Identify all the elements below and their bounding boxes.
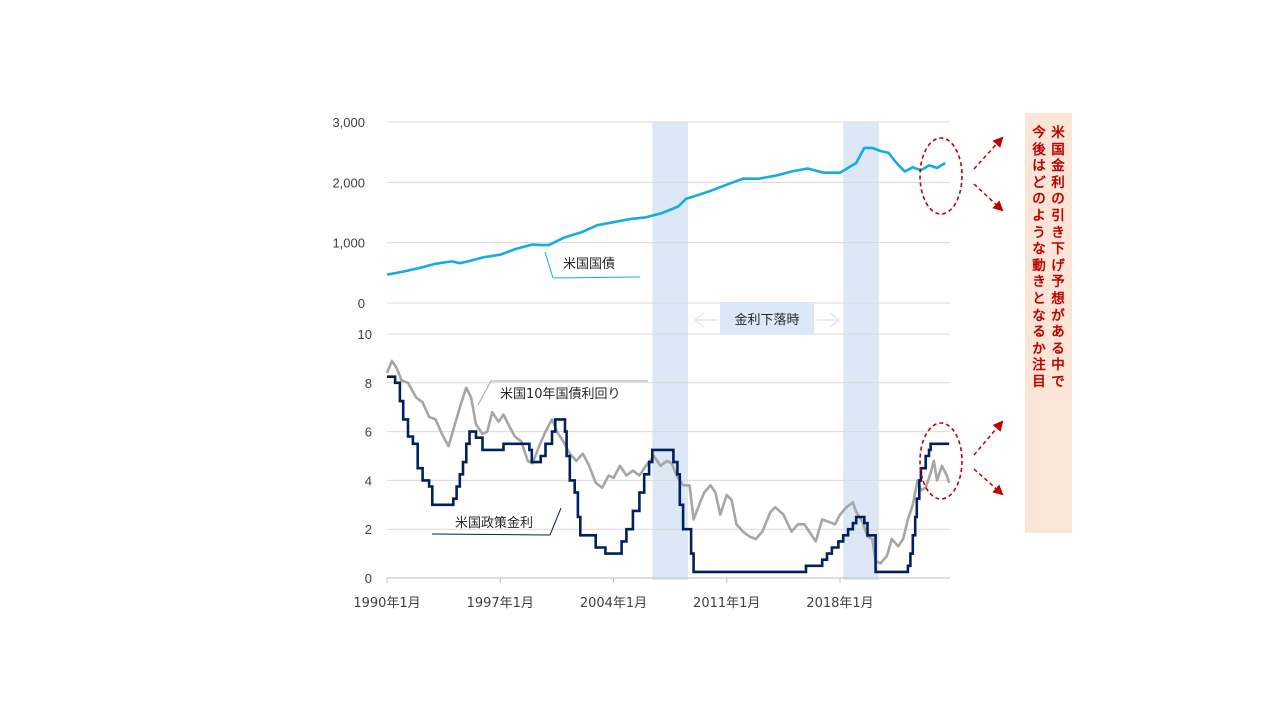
x-tick-label: 2018年1月: [806, 596, 873, 611]
rate-decline-shades: [652, 122, 879, 580]
y-tick-label: 1,000: [332, 236, 365, 251]
yield-leader-line: [477, 380, 492, 406]
y-tick-label: 0: [365, 571, 372, 586]
y-tick-label: 0: [358, 296, 365, 311]
outlook-note-box: 米国金利の引き下げ予想がある中で 今後はどのような動きとなるか注目: [1025, 113, 1072, 533]
top-panel-grid: [387, 121, 950, 304]
rates-highlight-circle: [919, 422, 963, 500]
top-panel-y-ticks: 3,000 2,000 1,000 0: [332, 115, 365, 311]
outlook-note-line-2: 今後はどのような動きとなるか注目: [1032, 125, 1046, 390]
policy-leader-line: [431, 533, 551, 536]
policy-series-label: 米国政策金利: [455, 515, 533, 531]
shade-label: 金利下落時: [734, 312, 799, 328]
y-tick-label: 6: [365, 425, 372, 440]
treasury-leader-line: [544, 251, 554, 279]
x-tick-label: 2004年1月: [580, 596, 647, 611]
arrow-up-icon: [973, 136, 1004, 170]
arrow-down-icon: [973, 183, 1004, 212]
us-treasury-line: [386, 146, 946, 276]
y-tick-label: 10: [358, 327, 372, 342]
treasury-highlight-circle: [919, 137, 963, 215]
treasury-series-label: 米国国債: [563, 257, 615, 272]
x-tick-label: 2011年1月: [693, 596, 760, 611]
us-policy-rate-line: [387, 375, 950, 574]
treasury-leader-line-h: [552, 276, 641, 279]
shade-period: [843, 122, 879, 580]
policy-leader-line-d: [549, 507, 562, 536]
outlook-note-line-1: 米国金利の引き下げ予想がある中で: [1051, 125, 1065, 390]
y-tick-label: 2,000: [332, 175, 365, 190]
yield-series-label: 米国10年国債利回り: [500, 387, 621, 402]
x-tick-label: 1990年1月: [353, 596, 420, 611]
arrow-down-icon: [973, 468, 1004, 496]
y-tick-label: 3,000: [332, 115, 365, 130]
bottom-panel-x-ticks: 1990年1月 1997年1月 2004年1月 2011年1月 2018年1月: [353, 578, 874, 611]
bottom-panel-y-ticks: 10 8 6 4 2 0: [358, 327, 372, 586]
y-tick-label: 4: [365, 473, 372, 488]
shade-label-arrows: [693, 312, 841, 328]
arrow-up-icon: [973, 420, 1004, 456]
shade-label-box: [720, 302, 814, 335]
x-tick-label: 1997年1月: [467, 596, 534, 611]
y-tick-label: 8: [365, 376, 372, 391]
projection-arrows: [973, 136, 1004, 496]
y-tick-label: 2: [365, 522, 372, 537]
